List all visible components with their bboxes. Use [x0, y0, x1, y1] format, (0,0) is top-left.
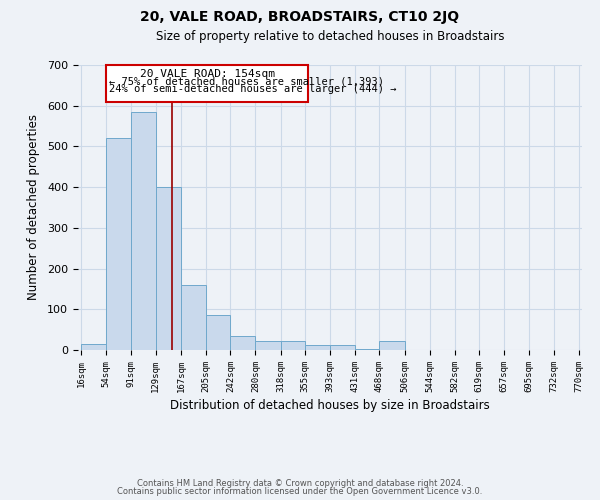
- Text: Contains HM Land Registry data © Crown copyright and database right 2024.: Contains HM Land Registry data © Crown c…: [137, 478, 463, 488]
- Bar: [330, 345, 355, 350]
- Text: 20, VALE ROAD, BROADSTAIRS, CT10 2JQ: 20, VALE ROAD, BROADSTAIRS, CT10 2JQ: [140, 10, 460, 24]
- Title: Size of property relative to detached houses in Broadstairs: Size of property relative to detached ho…: [156, 30, 504, 43]
- Bar: [379, 341, 404, 350]
- Text: ← 75% of detached houses are smaller (1,393): ← 75% of detached houses are smaller (1,…: [109, 76, 384, 86]
- Bar: [181, 285, 206, 350]
- Bar: [106, 138, 131, 350]
- Bar: [281, 341, 305, 350]
- Bar: [256, 341, 281, 350]
- FancyBboxPatch shape: [106, 65, 308, 102]
- Text: 24% of semi-detached houses are larger (444) →: 24% of semi-detached houses are larger (…: [109, 84, 397, 94]
- X-axis label: Distribution of detached houses by size in Broadstairs: Distribution of detached houses by size …: [170, 399, 490, 412]
- Text: Contains public sector information licensed under the Open Government Licence v3: Contains public sector information licen…: [118, 487, 482, 496]
- Bar: [230, 336, 256, 350]
- Bar: [81, 344, 106, 350]
- Y-axis label: Number of detached properties: Number of detached properties: [27, 114, 40, 300]
- Bar: [206, 316, 230, 350]
- Bar: [156, 187, 181, 350]
- Text: 20 VALE ROAD: 154sqm: 20 VALE ROAD: 154sqm: [140, 69, 275, 79]
- Bar: [355, 349, 379, 350]
- Bar: [131, 112, 156, 350]
- Bar: [305, 345, 330, 350]
